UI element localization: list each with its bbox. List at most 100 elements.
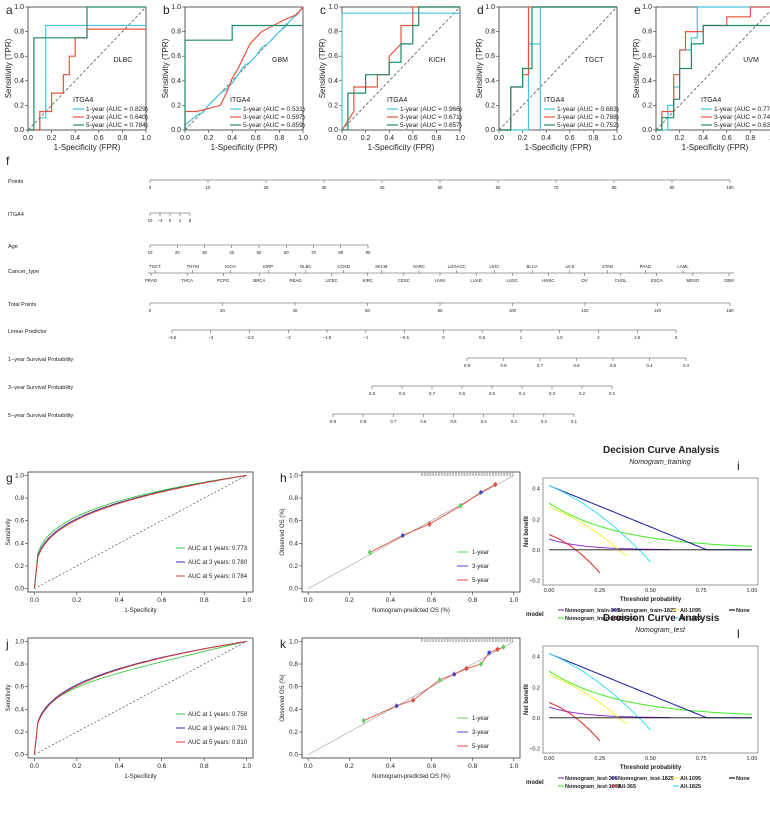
gene-label: ITGA4 <box>544 97 564 104</box>
nomogram-tick-label: THYM <box>187 264 200 269</box>
nomogram-tick-label: 80 <box>438 308 443 313</box>
y-tick-label: 1.0 <box>289 638 298 645</box>
plot-frame <box>301 471 521 593</box>
calibration-point <box>427 522 432 526</box>
nomogram-tick-label: 0.5 <box>479 335 486 340</box>
nomogram-row-label: Total Points <box>8 302 37 308</box>
y-tick-label: 0.6 <box>15 684 24 691</box>
y-tick-label: 0.6 <box>485 53 495 60</box>
nomogram-tick-label: −2.5 <box>245 335 254 340</box>
roc-curve <box>33 474 247 589</box>
plot-frame <box>27 471 254 593</box>
legend-title: model <box>526 780 544 786</box>
y-axis-label: Sensitivity (TPR) <box>4 38 13 98</box>
legend-entry: None <box>736 608 750 614</box>
nomogram-tick-label: 120 <box>581 308 589 313</box>
nomogram-tick-label: MESO <box>687 278 700 283</box>
y-tick-label: 0.2 <box>15 563 24 570</box>
x-tick-label: 0.8 <box>589 135 599 142</box>
y-tick-label: 0.2 <box>328 102 338 109</box>
ideal-line <box>308 641 514 755</box>
y-tick-label: 0.2 <box>171 102 181 109</box>
x-tick-label: 0.4 <box>115 763 124 770</box>
x-tick-label: 1.00 <box>747 588 758 594</box>
nomogram-tick-label: −1 <box>363 335 369 340</box>
nomogram-tick-label: 0.4 <box>647 363 654 368</box>
legend-entry: Nomogram_test-365 <box>565 776 618 782</box>
legend-entry: All-1095 <box>680 776 701 782</box>
x-tick-label: 0.4 <box>386 763 395 770</box>
nomogram-row-label: Points <box>8 179 24 185</box>
legend-entry: 5-year <box>472 744 489 750</box>
panel-letter: l <box>737 627 740 641</box>
x-tick-label: 0.6 <box>565 135 575 142</box>
roc-curve-5y <box>499 6 617 131</box>
x-tick-label: 0.2 <box>361 135 371 142</box>
x-tick-label: 0.75 <box>696 588 707 594</box>
nomogram-tick-label: 40 <box>229 250 234 255</box>
calibration-point <box>464 666 469 671</box>
legend-entry: 1-year <box>472 716 489 722</box>
legend-entry: All-1825 <box>680 784 701 790</box>
legend-entry: 3-year <box>472 730 489 736</box>
calibration-point <box>411 698 415 703</box>
legend-entry: AUC at 3 years: 0.780 <box>188 560 248 566</box>
nomogram-tick-label: KIRP <box>263 264 273 269</box>
nomogram-tick-label: 8 <box>189 218 192 223</box>
roc-curve-3y <box>656 6 770 131</box>
legend-entry: All-365 <box>618 616 636 622</box>
diagonal-reference <box>341 6 461 131</box>
x-tick-label: 0.0 <box>304 763 313 770</box>
y-axis-label: Sensitivity (TPR) <box>632 38 641 98</box>
y-axis-label: Sensitivity (TPR) <box>318 38 327 98</box>
x-tick-label: 0.8 <box>118 135 128 142</box>
y-tick-label: 1.0 <box>171 4 181 11</box>
legend-entry: 5-year (AUC = 0.631) <box>714 122 770 129</box>
nomogram-tick-label: UCEC <box>326 278 338 283</box>
y-axis-label: Observed OS (%) <box>280 508 286 555</box>
y-tick-label: 0.8 <box>485 29 495 36</box>
legend-entry: Nomogram_test-1825 <box>618 776 674 782</box>
nomogram-tick-label: 80 <box>338 250 343 255</box>
roc-curve-5y <box>184 24 303 130</box>
y-tick-label: 0.0 <box>289 752 298 759</box>
x-tick-label: 0.4 <box>115 597 124 604</box>
panel-letter: g <box>6 471 13 485</box>
panel-letter: k <box>280 637 287 651</box>
legend-entry: AUC at 3 years: 0.791 <box>188 726 248 732</box>
x-tick-label: 0.0 <box>180 135 190 142</box>
nomogram-tick-label: BLCA <box>527 264 538 269</box>
panel-letter: i <box>737 459 740 473</box>
x-tick-label: 1.0 <box>509 763 518 770</box>
x-tick-label: 1.0 <box>509 597 518 604</box>
x-tick-label: 0.00 <box>544 756 555 762</box>
nomogram-tick-label: 0 <box>149 185 152 190</box>
x-tick-label: 0.2 <box>72 763 81 770</box>
legend-entry: 3-year <box>472 564 489 570</box>
x-tick-label: 0.0 <box>30 597 39 604</box>
legend-entry: 1-year (AUC = 0.966) <box>400 106 462 113</box>
legend-entry: None <box>736 776 750 782</box>
nomogram-tick-label: 100 <box>509 308 517 313</box>
nomogram-tick-label: DLBC <box>300 264 311 269</box>
nomogram-tick-label: CHOL <box>615 278 628 283</box>
y-tick-label: 0.6 <box>14 53 24 60</box>
nomogram-row-label: 1−year Survival Probability <box>8 357 74 363</box>
gene-label: ITGA4 <box>230 97 250 104</box>
roc-curve-5y <box>656 24 770 131</box>
nomogram-tick-label: 140 <box>654 308 662 313</box>
y-tick-label: 0.0 <box>15 752 24 759</box>
nomogram-tick-label: LAML <box>677 264 689 269</box>
x-tick-label: 1.0 <box>141 135 151 142</box>
y-tick-label: 1.0 <box>289 472 298 479</box>
panel-letter: b <box>163 3 170 17</box>
legend-entry: All-1825 <box>680 616 701 622</box>
x-axis-label: 1-Specificity (FPR) <box>525 143 592 152</box>
y-tick-label: 0.8 <box>14 29 24 36</box>
calibration-point <box>437 678 442 682</box>
legend-entry: AUC at 1 years: 0.773 <box>188 546 248 552</box>
nomogram-tick-label: 0 <box>149 308 152 313</box>
nomogram-tick-label: OV <box>581 278 587 283</box>
nomogram-tick-label: 0.5 <box>451 419 458 424</box>
nomogram-tick-label: 0.4 <box>519 391 526 396</box>
